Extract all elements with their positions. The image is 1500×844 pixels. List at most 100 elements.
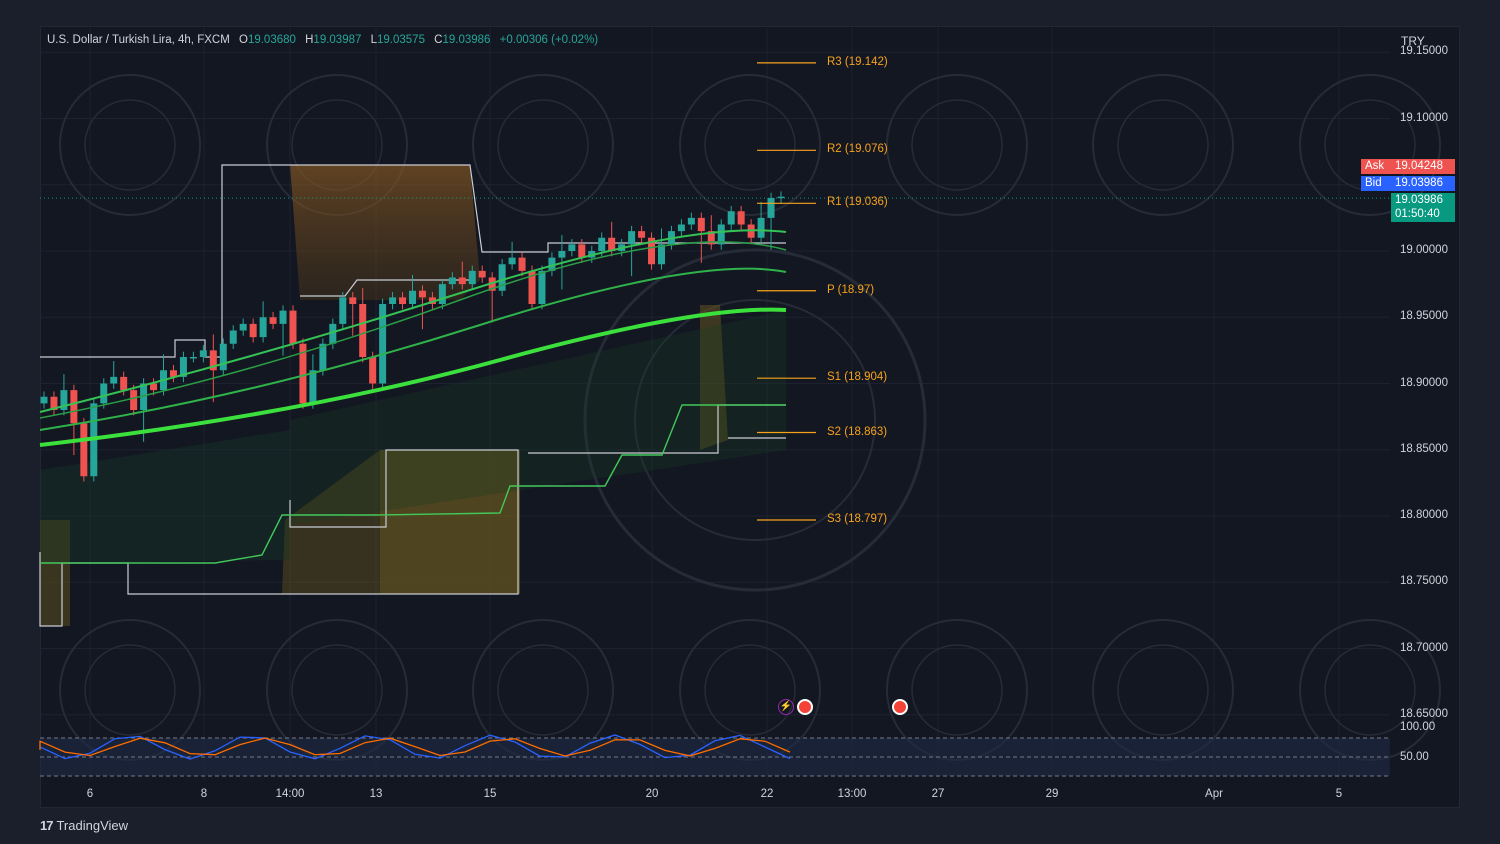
watermark-ring	[59, 74, 201, 216]
time-tick-label: 6	[86, 788, 94, 800]
candle-body	[578, 244, 586, 258]
candle-body	[657, 244, 665, 265]
demand-zone	[40, 520, 70, 626]
us-flag-event-icon[interactable]	[892, 699, 908, 715]
candle-body	[359, 304, 367, 357]
symbol-name: U.S. Dollar / Turkish Lira, 4h, FXCM	[47, 34, 230, 46]
watermark-ring	[291, 644, 383, 736]
candle-body	[349, 297, 357, 304]
time-tick-label: 13	[369, 788, 383, 800]
low-key: L	[370, 34, 377, 46]
time-tick-label: 20	[645, 788, 659, 800]
osc-upper-label: 100.00	[1400, 721, 1436, 733]
watermark-ring	[1092, 74, 1234, 216]
currency-label[interactable]: TRY	[1401, 34, 1425, 48]
candle-body	[518, 257, 526, 271]
candle-body	[638, 231, 646, 238]
candle-body	[737, 211, 745, 225]
candle-body	[100, 383, 108, 404]
time-tick-label: 8	[200, 788, 208, 800]
candle-body	[80, 423, 88, 477]
candle-body	[677, 224, 685, 232]
pivot-lines	[40, 62, 1390, 521]
candle-body	[249, 323, 257, 338]
watermark-ring	[1299, 74, 1441, 216]
candle-body	[110, 376, 118, 384]
channel-fill	[290, 310, 786, 525]
candle-body	[229, 330, 237, 344]
open-value: 19.03680	[247, 34, 296, 46]
watermark-ring	[679, 74, 821, 216]
watermark-ring	[911, 644, 1003, 736]
candle-body	[179, 357, 187, 377]
grid-lines	[40, 28, 1390, 780]
ema-slow	[39, 307, 787, 447]
candle-body	[219, 343, 227, 371]
candle-body	[50, 396, 58, 410]
demand-zone	[380, 450, 520, 594]
candle-body	[60, 390, 68, 410]
price-tick-label: 18.75000	[1400, 575, 1448, 588]
watermark-ring	[84, 99, 176, 191]
pivot-label: S2 (18.863)	[827, 425, 888, 438]
candle-body	[389, 297, 397, 304]
price-tick-label: 18.70000	[1400, 641, 1448, 654]
chart-frame[interactable]	[40, 26, 1460, 808]
watermark-ring	[1117, 644, 1209, 736]
price-tick-label: 18.80000	[1400, 509, 1448, 521]
candle-body	[140, 383, 148, 410]
ema-fast	[39, 241, 787, 419]
price-tick-label: 18.65000	[1400, 707, 1448, 720]
close-value: 19.03986	[442, 34, 491, 46]
candle-body	[309, 370, 317, 404]
basis-line	[40, 404, 786, 564]
candle-body	[209, 350, 217, 371]
demand-zone	[282, 450, 520, 594]
stochastic-oscillator	[39, 734, 1390, 777]
ask-price: 19.04248	[1391, 159, 1455, 174]
candle-body	[239, 323, 247, 331]
bar-countdown: 01:50:40	[1391, 207, 1455, 222]
time-tick-label: 29	[1045, 788, 1059, 800]
bid-price: 19.03986	[1391, 176, 1455, 191]
demand-zone	[700, 305, 728, 450]
candle-body	[478, 270, 486, 278]
supply-demand-zones	[40, 165, 786, 626]
candle-body	[727, 211, 735, 225]
osc-mid-label: 50.00	[1400, 751, 1429, 763]
candle-body	[498, 264, 506, 291]
watermark-ring	[497, 99, 589, 191]
pivot-label: R3 (19.142)	[827, 55, 888, 68]
candle-body	[369, 357, 377, 384]
lightning-event-icon[interactable]: ⚡	[778, 699, 794, 715]
watermark-ring	[583, 248, 927, 592]
candle-body	[339, 297, 347, 324]
watermark-seals	[59, 74, 1441, 761]
pivot-label: P (18.97)	[827, 283, 875, 296]
pivot-label: S1 (18.904)	[827, 371, 888, 384]
last-price: 19.03986	[1391, 193, 1455, 208]
pivot-label: R2 (19.076)	[827, 143, 888, 156]
watermark-ring	[84, 644, 176, 736]
us-flag-event-icon[interactable]	[797, 699, 813, 715]
candle-body	[528, 270, 536, 304]
tradingview-logo[interactable]: 17 TradingView	[40, 818, 128, 833]
candle-body	[40, 396, 48, 404]
channel-fill	[40, 430, 290, 563]
watermark-ring	[704, 99, 796, 191]
ask-tag: Ask	[1361, 159, 1391, 174]
candle-body	[399, 297, 407, 304]
candle-body	[628, 231, 636, 245]
candle-body	[707, 231, 715, 245]
symbol-header[interactable]: U.S. Dollar / Turkish Lira, 4h, FXCM O19…	[47, 34, 598, 46]
price-tick-label: 18.85000	[1400, 442, 1448, 455]
pivot-label: R1 (19.036)	[827, 196, 888, 209]
candle-body	[538, 270, 546, 304]
candle-body	[269, 317, 277, 324]
candle-body	[189, 357, 197, 359]
candle-body	[329, 323, 337, 344]
watermark-ring	[886, 74, 1028, 216]
upper-channel-line	[40, 164, 786, 358]
candle-body	[448, 277, 456, 285]
